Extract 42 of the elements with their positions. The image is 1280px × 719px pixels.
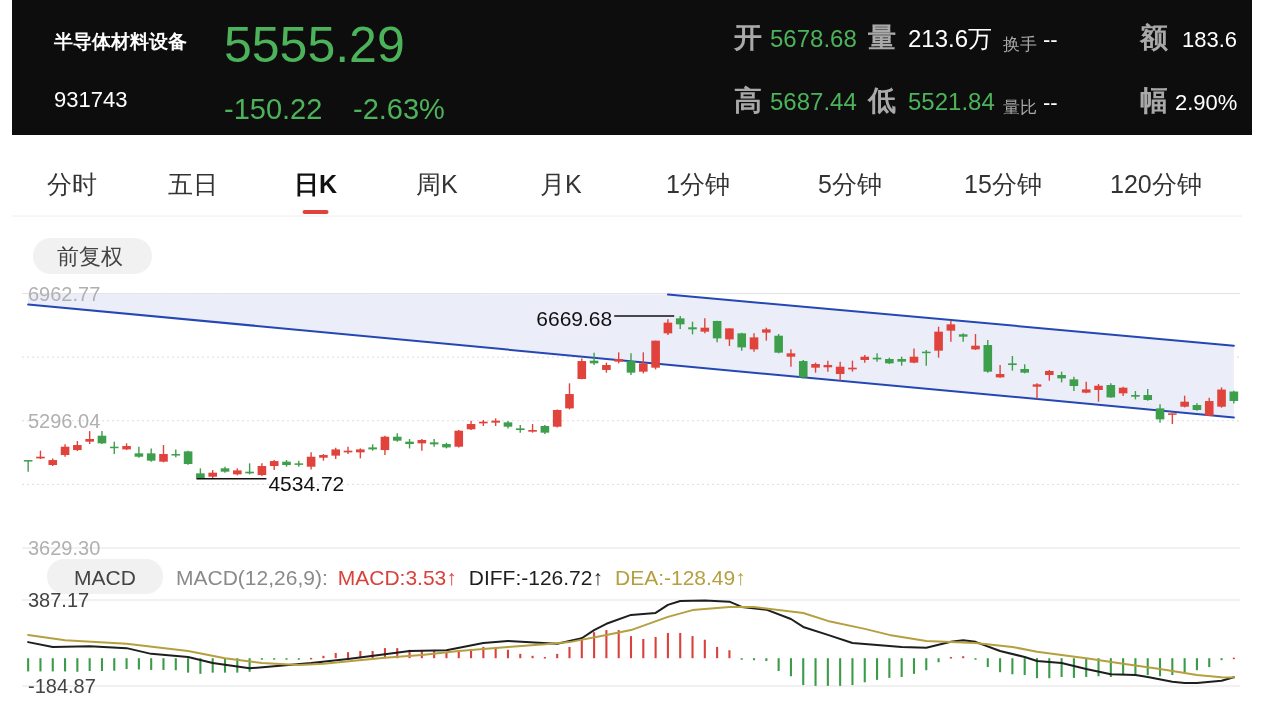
ytick: 387.17: [28, 589, 90, 611]
annotation: 5521.84: [908, 88, 995, 115]
annotation: 分时: [47, 170, 97, 198]
annotation: -2.63%: [353, 93, 445, 125]
ytick: 6962.77: [28, 282, 101, 305]
annotation: --: [1043, 90, 1058, 115]
annotation: 4534.72: [268, 471, 345, 495]
annotation: 5分钟: [818, 170, 882, 198]
annotation: 月K: [540, 170, 582, 198]
legend: DIFF:-126.72↑: [468, 566, 603, 589]
annotation: 120分钟: [1110, 170, 1202, 198]
annotation: 5678.68: [770, 25, 857, 52]
annotation: 幅: [1140, 85, 1168, 116]
annotation: 6669.68: [536, 306, 613, 330]
title: 半导体材料设备: [54, 31, 187, 52]
annotation: 开: [734, 22, 762, 53]
annotation: MACD: [74, 566, 136, 589]
annotation: --: [1043, 27, 1058, 52]
annotation: -150.22: [224, 93, 323, 125]
annotation: 量: [868, 22, 896, 53]
annotation: 5555.29: [224, 17, 405, 73]
annotation: 日K: [294, 170, 338, 198]
annotation: 前复权: [57, 244, 123, 269]
annotation: 低: [868, 85, 896, 116]
annotation: 五日: [168, 170, 218, 198]
ytick: -184.87: [28, 675, 96, 697]
annotation: 换手: [1003, 35, 1037, 54]
annotation: 15分钟: [964, 170, 1042, 198]
annotation: 额: [1140, 22, 1168, 53]
legend: DEA:-128.49↑: [615, 566, 746, 589]
ytick: 5296.04: [28, 409, 101, 432]
annotation: 183.6: [1182, 27, 1238, 52]
annotation: 2.90%: [1175, 90, 1238, 115]
annotation: 931743: [54, 87, 128, 112]
annotation: 1分钟: [666, 170, 730, 198]
annotation: 213.6万: [908, 25, 993, 52]
annotation: 量比: [1003, 98, 1037, 117]
ytick: 3629.30: [28, 537, 101, 559]
annotation: 高: [734, 85, 762, 116]
annotation: 5687.44: [770, 88, 857, 115]
annotation: 周K: [416, 170, 458, 198]
legend: MACD:3.53↑: [337, 566, 457, 589]
